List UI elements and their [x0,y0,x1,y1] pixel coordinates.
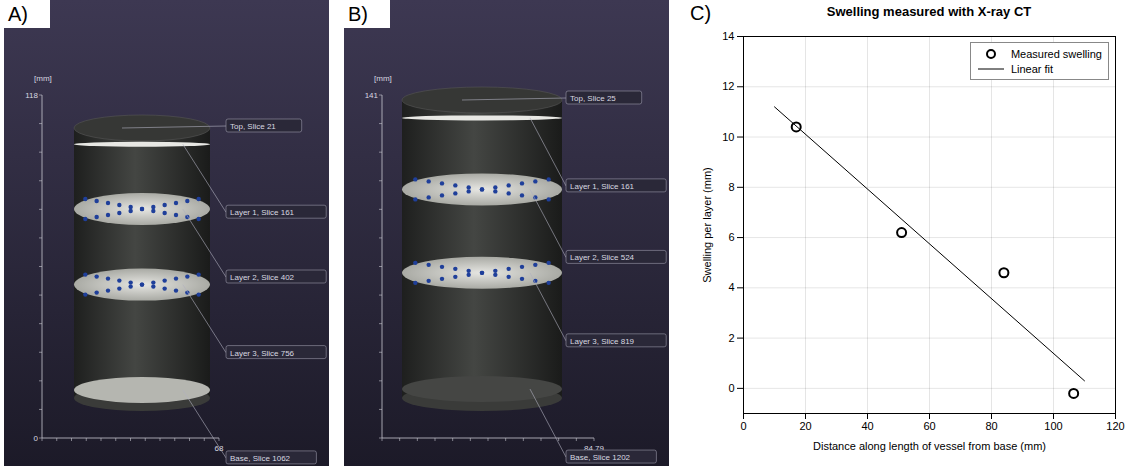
svg-text:20: 20 [799,420,811,432]
svg-text:B): B) [348,3,368,25]
svg-text:68: 68 [215,444,224,453]
svg-text:12: 12 [722,80,734,92]
svg-text:Layer 2, Slice 402: Layer 2, Slice 402 [230,273,295,282]
svg-text:80: 80 [985,420,997,432]
svg-text:60: 60 [923,420,935,432]
svg-text:8: 8 [728,181,734,193]
svg-text:4: 4 [728,281,734,293]
svg-text:14: 14 [722,30,734,42]
svg-text:Top, Slice 25: Top, Slice 25 [570,94,616,103]
svg-text:2: 2 [728,332,734,344]
svg-text:84.79: 84.79 [584,444,604,453]
html-text:Swelling measured with X-ray C: Swelling measured with X-ray CT [826,4,1032,19]
svg-text:10: 10 [722,131,734,143]
svg-text:120: 120 [1106,420,1124,432]
svg-text:0: 0 [728,382,734,394]
svg-text:Layer 2, Slice 524: Layer 2, Slice 524 [570,253,635,262]
svg-text:[mm]: [mm] [374,74,392,83]
html-text:Linear fit: Linear fit [1010,62,1054,75]
html-text:C): C) [690,2,712,24]
svg-text:Layer 1, Slice 161: Layer 1, Slice 161 [230,208,295,217]
svg-text:Layer 3, Slice 819: Layer 3, Slice 819 [570,337,635,346]
svg-text:Layer 3, Slice 756: Layer 3, Slice 756 [230,349,295,358]
svg-text:141: 141 [365,91,379,100]
svg-text:Top, Slice 21: Top, Slice 21 [230,122,276,131]
html-text:Measured swelling: Measured swelling [1010,47,1102,60]
svg-text:Base, Slice 1202: Base, Slice 1202 [570,453,631,462]
svg-text:118: 118 [25,91,38,100]
svg-text:Distance along length of vesse: Distance along length of vessel from bas… [813,440,1046,452]
svg-text:6: 6 [728,231,734,243]
svg-text:0: 0 [740,420,746,432]
svg-text:Swelling per layer (mm): Swelling per layer (mm) [701,167,713,283]
svg-text:0: 0 [34,434,39,443]
svg-text:Layer 1, Slice 161: Layer 1, Slice 161 [570,182,635,191]
svg-text:100: 100 [1044,420,1062,432]
svg-text:Base, Slice 1062: Base, Slice 1062 [230,454,291,463]
svg-text:A): A) [8,3,28,25]
svg-text:[mm]: [mm] [34,74,52,83]
svg-text:40: 40 [861,420,873,432]
